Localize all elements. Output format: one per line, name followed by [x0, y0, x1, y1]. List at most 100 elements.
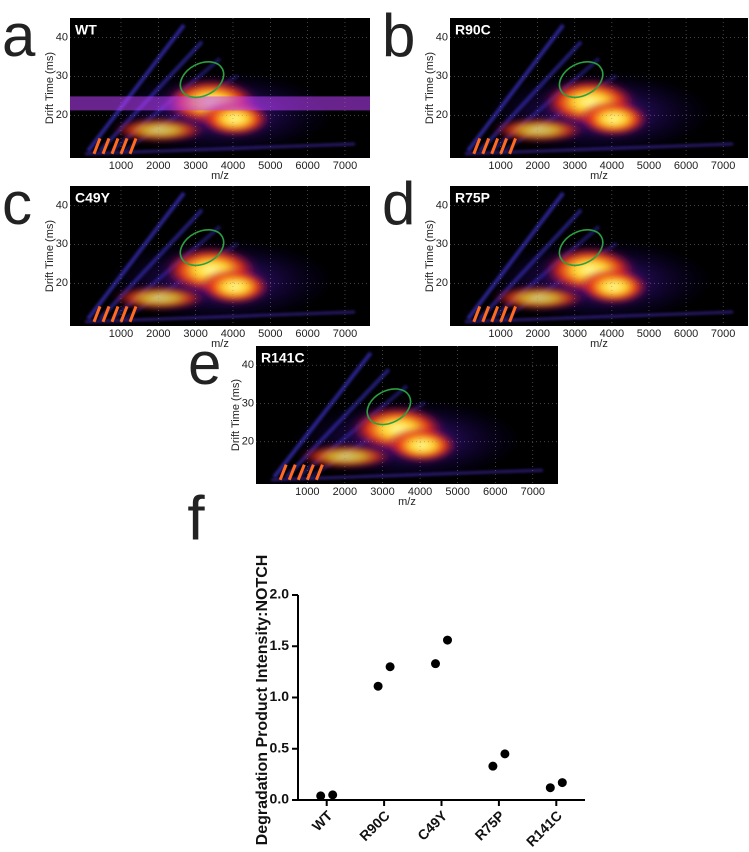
ridge [119, 305, 129, 323]
x-tick-label: 7000 [333, 328, 357, 340]
x-tick-label: 1000 [488, 160, 512, 172]
region-ellipse [179, 61, 225, 99]
density-image [70, 23, 370, 156]
x-tick-label: 4000 [221, 328, 245, 340]
y-tick-label: 20 [242, 436, 254, 448]
hot-core [385, 427, 459, 464]
sample-label: R75P [455, 190, 490, 206]
ridge [472, 305, 482, 323]
x-tick-label: 2000 [525, 160, 549, 172]
x-tick-label: 5000 [637, 328, 661, 340]
region-ellipse [366, 388, 412, 426]
y-tick-label: 40 [56, 199, 68, 211]
ridge [508, 305, 517, 323]
ridge [128, 305, 138, 323]
x-tick-label: 6000 [483, 486, 507, 498]
y-tick-label: 0.0 [270, 791, 290, 807]
x-tick-label: 2000 [525, 328, 549, 340]
y-tick-label: 30 [56, 238, 68, 250]
streak [466, 191, 565, 321]
x-tick-label: WT [309, 807, 336, 834]
streak [272, 351, 373, 479]
hot-tail [298, 443, 395, 469]
x-tick-label: 1000 [295, 486, 319, 498]
ridge [490, 305, 500, 323]
x-tick-label: 2000 [146, 160, 170, 172]
region-ellipse [179, 229, 225, 267]
data-point [545, 783, 555, 793]
x-tick-label: 5000 [445, 486, 469, 498]
data-point [385, 662, 395, 672]
y-axis-label: Degradation Product Intensity:NOTCH [254, 555, 271, 846]
ridge [499, 137, 509, 155]
panel-label: d [382, 170, 415, 237]
density-image [464, 191, 734, 324]
y-tick-label: 20 [56, 109, 68, 121]
y-axis-label: Drift Time (ms) [44, 52, 56, 124]
hot-tail [112, 285, 208, 311]
x-tick-label: 2000 [333, 486, 357, 498]
y-tick-label: 1.5 [270, 637, 290, 653]
ridge [110, 305, 120, 323]
panel-label: f [187, 484, 205, 553]
ridge [101, 137, 111, 155]
y-tick-label: 1.0 [270, 688, 290, 704]
data-point [500, 749, 510, 759]
ridge [92, 137, 102, 155]
x-tick-label: 6000 [674, 160, 698, 172]
streak [466, 23, 565, 153]
ridge [315, 464, 324, 481]
x-tick-label: 3000 [563, 160, 587, 172]
y-tick-label: 40 [436, 31, 448, 43]
hot-tail [491, 117, 588, 143]
x-tick-label: 4000 [408, 486, 432, 498]
ridge [490, 137, 500, 155]
streak [86, 191, 186, 321]
x-tick-label: 5000 [637, 160, 661, 172]
x-tick-label: 6000 [295, 328, 319, 340]
y-axis-label: Drift Time (ms) [230, 379, 242, 451]
y-tick-label: 20 [436, 109, 448, 121]
hot-tail [112, 117, 208, 143]
sample-label: R141C [261, 350, 305, 366]
x-axis-label: m/z [398, 496, 416, 508]
panel-label: e [188, 330, 221, 397]
data-point [488, 761, 498, 771]
x-tick-label: 7000 [711, 160, 735, 172]
panel-label: a [2, 2, 36, 69]
ridge [305, 464, 315, 481]
y-tick-label: 30 [56, 70, 68, 82]
x-tick-label: 3000 [183, 160, 207, 172]
density-image [271, 351, 543, 482]
x-tick-label: R90C [356, 807, 393, 844]
sample-label: WT [75, 22, 97, 38]
y-tick-label: 40 [56, 31, 68, 43]
y-tick-label: 0.5 [270, 739, 290, 755]
y-tick-label: 20 [56, 277, 68, 289]
x-tick-label: C49Y [414, 807, 451, 844]
y-tick-label: 2.0 [270, 586, 290, 602]
data-point [431, 659, 440, 669]
density-image [464, 23, 734, 156]
hot-core [578, 100, 650, 137]
y-axis-label: Drift Time (ms) [424, 220, 436, 292]
x-tick-label: 3000 [563, 328, 587, 340]
ridge [481, 137, 491, 155]
hot-core [578, 268, 650, 305]
x-axis-label: m/z [211, 170, 229, 182]
data-point [328, 790, 338, 800]
hot-core [199, 268, 271, 305]
y-axis-label: Drift Time (ms) [424, 52, 436, 124]
data-point [443, 635, 452, 645]
x-axis-label: m/z [211, 338, 229, 350]
ridge [499, 305, 509, 323]
x-tick-label: 7000 [333, 160, 357, 172]
x-tick-label: 1000 [109, 328, 133, 340]
panel-label: b [382, 2, 415, 69]
y-tick-label: 40 [436, 199, 448, 211]
y-axis-label: Drift Time (ms) [44, 220, 56, 292]
ridge [110, 137, 120, 155]
data-point [316, 791, 326, 801]
streak [86, 23, 186, 153]
